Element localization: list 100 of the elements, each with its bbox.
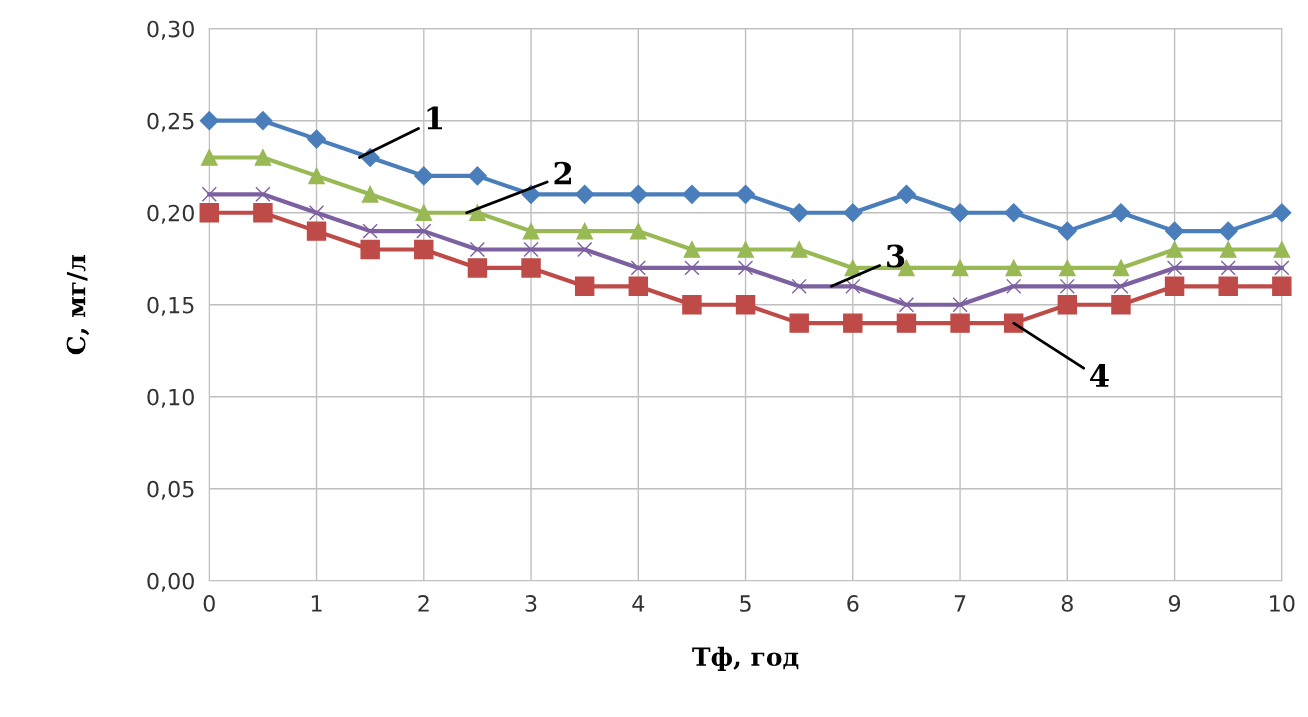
point (791, 278, 807, 294)
point (1112, 259, 1130, 277)
y-tick-label: 0,20 (147, 204, 194, 224)
x-tick-label: 1 (311, 595, 322, 612)
point (1218, 276, 1238, 297)
point (574, 276, 595, 297)
point (1274, 260, 1290, 276)
point (522, 222, 540, 240)
point (577, 241, 593, 258)
point (952, 297, 968, 313)
point (308, 167, 325, 185)
point (845, 278, 861, 294)
point (682, 184, 702, 204)
point (682, 295, 702, 315)
point (521, 258, 541, 278)
x-tick-label: 4 (632, 595, 645, 612)
point (789, 313, 809, 333)
point (896, 184, 916, 204)
annotation: 4 (1090, 364, 1109, 387)
annotation: 2 (554, 161, 572, 185)
point (1006, 278, 1022, 294)
point (629, 222, 647, 240)
point (951, 259, 969, 277)
y-tick-label: 0,05 (147, 480, 194, 500)
y-tick-label: 0,00 (147, 572, 194, 592)
point (1111, 295, 1131, 315)
point (735, 295, 756, 315)
point (415, 204, 433, 222)
point (898, 297, 915, 313)
point (253, 111, 273, 131)
point (255, 186, 271, 202)
annotation: 3 (887, 244, 905, 268)
point (737, 241, 754, 258)
point (737, 260, 754, 276)
point (467, 166, 487, 186)
point (1218, 221, 1238, 241)
point (1220, 260, 1236, 276)
point (1004, 203, 1024, 223)
point (467, 258, 488, 278)
point (361, 185, 379, 203)
point (1057, 221, 1077, 241)
point (950, 313, 970, 333)
point (683, 241, 701, 258)
y-tick-label: 0,25 (147, 112, 194, 132)
x-tick-label: 7 (954, 595, 966, 612)
x-tick-label: 0 (203, 595, 215, 612)
point (843, 203, 863, 223)
point (628, 184, 648, 204)
y-tick-label: 0,30 (147, 20, 194, 40)
point (523, 241, 539, 258)
point (950, 203, 970, 223)
x-tick-label: 3 (525, 595, 537, 612)
point (201, 186, 217, 202)
point (576, 222, 594, 240)
x-axis-title: Тф, год (692, 646, 799, 671)
x-tick-label: 6 (847, 595, 859, 612)
x-tick-label: 9 (1168, 595, 1181, 612)
point (896, 313, 917, 333)
point (736, 184, 756, 204)
point (1164, 276, 1185, 297)
point (469, 204, 486, 222)
point (1059, 278, 1075, 294)
point (200, 149, 218, 166)
point (843, 313, 863, 333)
y-tick-label: 0,10 (147, 388, 194, 408)
point (199, 111, 219, 131)
point (1166, 260, 1183, 276)
point (1273, 241, 1291, 258)
point (628, 276, 649, 297)
point (630, 260, 646, 276)
point (1111, 203, 1131, 223)
point (1272, 203, 1292, 223)
point (684, 260, 700, 276)
x-tick-label: 8 (1061, 595, 1073, 612)
point (1005, 259, 1023, 277)
annotation: 1 (427, 106, 443, 130)
point (575, 184, 595, 204)
point (1166, 241, 1183, 258)
y-tick-label: 0,15 (147, 296, 194, 316)
point (308, 205, 325, 221)
y-axis-title: С, мг/л (66, 255, 90, 355)
point (254, 149, 272, 166)
x-tick-label: 5 (740, 595, 751, 612)
point (1113, 278, 1129, 294)
point (1219, 241, 1237, 258)
point (362, 223, 378, 239)
point (360, 239, 380, 260)
point (414, 166, 434, 186)
point (469, 241, 486, 258)
point (414, 239, 434, 260)
point (199, 202, 220, 223)
point (1058, 259, 1076, 277)
point (1165, 221, 1185, 241)
point (1272, 276, 1292, 297)
x-tick-label: 10 (1270, 595, 1295, 612)
point (253, 202, 273, 223)
point (306, 221, 327, 241)
point (789, 203, 809, 223)
point (416, 223, 432, 239)
point (1057, 295, 1078, 315)
